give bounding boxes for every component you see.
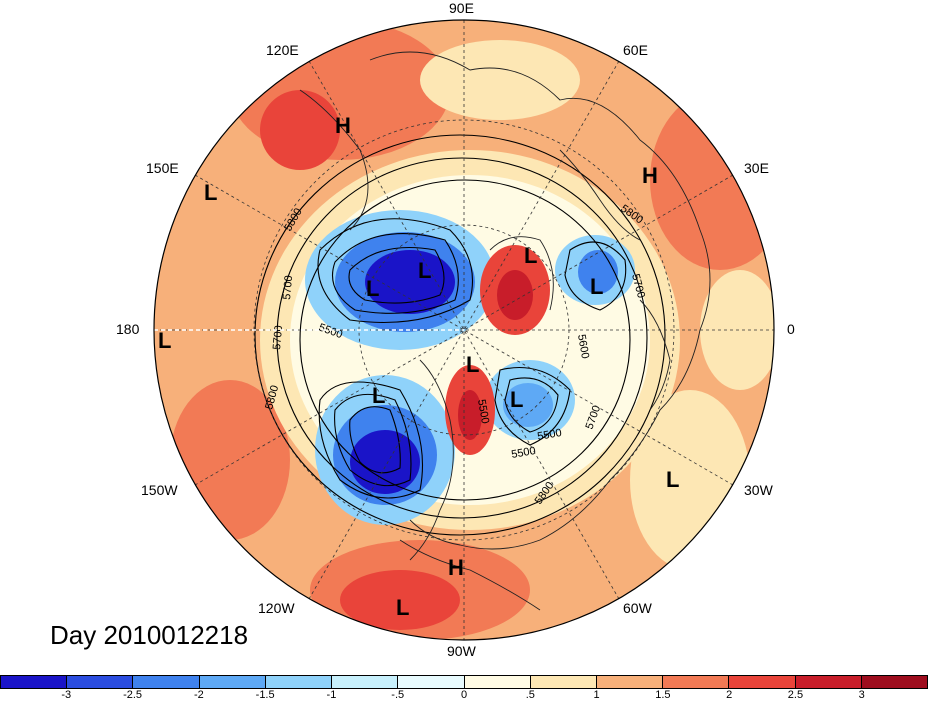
colorbar-segment (332, 676, 399, 688)
low-marker: L (372, 383, 385, 408)
colorbar-segment (1, 676, 68, 688)
anomaly-patch (700, 270, 774, 390)
map-title: Day 2010012218 (50, 620, 249, 650)
height-contours (254, 134, 666, 536)
low-marker: L (396, 595, 409, 620)
colorbar-tick-label: -1.5 (255, 689, 275, 701)
colorbar-segment (596, 676, 664, 688)
lon-label-180: 180 (116, 321, 140, 337)
contour-label: 5700 (271, 325, 285, 350)
colorbar-tick-label: -2.5 (123, 689, 143, 701)
pressure-markers: H H H L L L L L L L L L L L (158, 113, 679, 620)
low-marker: L (510, 387, 523, 412)
coastlines (299, 51, 711, 611)
colorbar-tick-label: .5 (525, 689, 535, 701)
graticule (154, 20, 774, 640)
cold-anomaly (503, 383, 553, 427)
lon-label-150w: 150W (141, 482, 178, 498)
contour-label: 5500 (510, 445, 536, 461)
colorbar-segment (729, 676, 796, 688)
colorbar-tick-label: -1 (326, 689, 337, 701)
colorbar-tick-label: 0 (460, 689, 468, 701)
lon-label-90w: 90W (447, 643, 476, 659)
anomaly-patch (260, 90, 340, 170)
colorbar-tick-label: 2.5 (787, 689, 804, 701)
colorbar-tick-label: 3 (858, 689, 865, 701)
colorbar-segment (464, 676, 531, 688)
colorbar-segment (530, 676, 597, 688)
high-marker: H (335, 113, 351, 138)
colorbar-segment (398, 676, 465, 688)
low-marker: L (466, 352, 479, 377)
colorbar-tick-label: 1 (593, 689, 600, 701)
map-boundary (153, 19, 775, 641)
colorbar-tick-label: 2 (726, 689, 733, 701)
warm-anomaly (497, 270, 533, 320)
lon-label-30w: 30W (744, 482, 773, 498)
lon-label-30e: 30E (744, 160, 769, 176)
colorbar-segment (199, 676, 266, 688)
high-marker: H (642, 163, 658, 188)
anomaly-patch (650, 90, 774, 270)
colorbar-segment (663, 676, 730, 688)
high-marker: H (448, 555, 464, 580)
colorbar-segment (265, 676, 333, 688)
low-marker: L (590, 274, 603, 299)
low-marker: L (366, 276, 379, 301)
lon-label-120e: 120E (266, 42, 299, 58)
low-marker: L (666, 467, 679, 492)
lon-label-120w: 120W (258, 600, 295, 616)
colorbar-tick-label: 1.5 (655, 689, 671, 701)
low-marker: L (204, 180, 217, 205)
contour-label: 5700 (281, 275, 295, 300)
colorbar-segment (861, 676, 928, 688)
contour-label: 5500 (536, 427, 562, 443)
anomaly-patch (340, 570, 460, 630)
lon-label-90e: 90E (449, 0, 474, 16)
low-marker: L (418, 258, 431, 283)
cold-anomaly (350, 430, 420, 494)
colorbar-segment (67, 676, 134, 688)
lon-label-150e: 150E (146, 160, 179, 176)
lon-label-60e: 60E (623, 42, 648, 58)
anomaly-patch (420, 40, 580, 120)
colorbar-segment (133, 676, 200, 688)
warm-anomaly (458, 390, 482, 440)
colorbar (0, 675, 928, 689)
colorbar-segment (795, 676, 862, 688)
low-marker: L (524, 243, 537, 268)
lon-label-0: 0 (787, 321, 795, 337)
contour-label: 5500 (475, 398, 491, 424)
contour-label: 5600 (575, 333, 591, 359)
colorbar-tick-label: -2 (193, 689, 204, 701)
lon-label-60w: 60W (623, 600, 652, 616)
colorbar-tick-label: -.5 (391, 689, 405, 701)
colorbar-tick-label: -3 (61, 689, 72, 701)
polar-map: 5800 5700 5500 5700 5800 5700 5800 5600 … (153, 19, 775, 641)
low-marker: L (158, 328, 171, 353)
